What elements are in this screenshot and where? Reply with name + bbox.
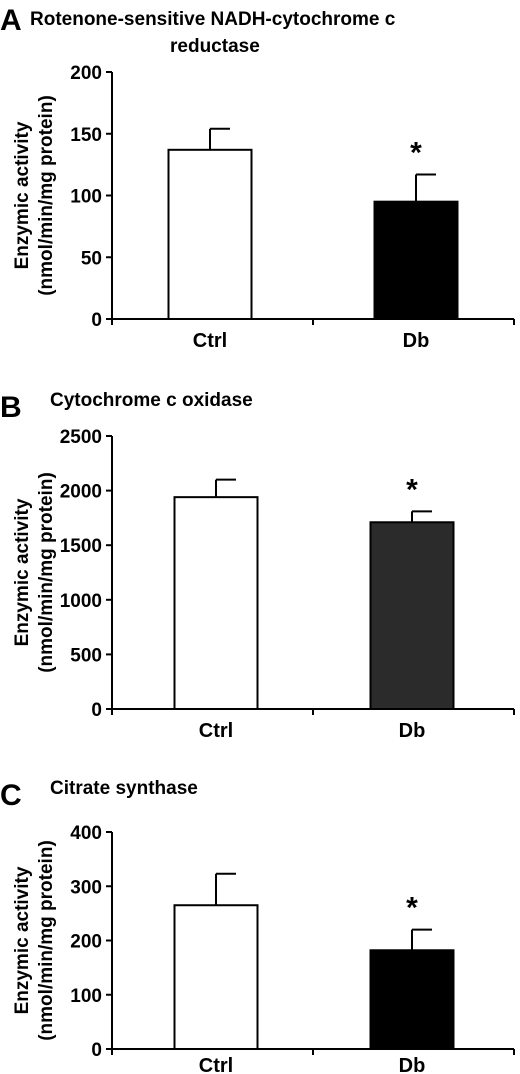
y-tick-label: 2000 [60, 482, 102, 503]
y-tick-label: 100 [70, 187, 102, 208]
y-tick-label: 200 [70, 63, 102, 84]
y-tick-label: 150 [70, 125, 102, 146]
y-tick-label: 0 [91, 700, 102, 721]
panel-letter: A [0, 4, 22, 37]
y-axis-label-line: Enzymic activity [12, 121, 33, 269]
y-axis-label-line: (nmol/min/mg protein) [36, 95, 57, 296]
significance-marker: * [406, 473, 418, 506]
bar-db [373, 200, 459, 320]
significance-marker: * [410, 137, 422, 170]
bar-db [369, 949, 455, 1051]
y-tick-label: 1000 [60, 591, 102, 612]
x-category-label: Db [403, 330, 430, 352]
y-axis-label-line: (nmol/min/mg protein) [36, 840, 57, 1041]
x-category-label: Ctrl [199, 720, 233, 742]
y-axis-label-line: (nmol/min/mg protein) [36, 472, 57, 673]
chart-title-line: Citrate synthase [50, 778, 198, 799]
chart-panel-c: C Citrate synthase Enzymic activity (nmol/m… [0, 778, 515, 1074]
y-axis-label-line: Enzymic activity [12, 866, 33, 1014]
bar-ctrl [167, 148, 253, 320]
chart-panel-b: B Cytochrome c oxidase Enzymic activity (nm… [0, 390, 515, 742]
y-tick-label: 200 [70, 932, 102, 953]
chart-title-line: reductase [170, 36, 260, 57]
bar-ctrl [173, 496, 259, 711]
panel-letter: B [0, 391, 22, 424]
significance-marker: * [406, 892, 418, 925]
y-tick-label: 100 [70, 986, 102, 1007]
chart-title-line: Rotenone-sensitive NADH-cytochrome c [30, 9, 396, 30]
y-tick-label: 400 [70, 823, 102, 844]
y-tick-label: 0 [91, 310, 102, 331]
y-tick-label: 50 [81, 248, 102, 269]
y-tick-label: 500 [70, 645, 102, 666]
y-tick-label: 2500 [60, 427, 102, 448]
x-category-label: Db [399, 1055, 426, 1074]
x-category-label: Ctrl [193, 330, 227, 352]
y-axis-label-line: Enzymic activity [12, 498, 33, 646]
y-tick-label: 0 [91, 1040, 102, 1061]
y-tick-label: 300 [70, 877, 102, 898]
panel-letter: C [0, 779, 22, 812]
x-category-label: Db [399, 720, 426, 742]
chart-panel-a: A Rotenone-sensitive NADH-cytochrome c red… [0, 4, 515, 352]
x-category-label: Ctrl [199, 1055, 233, 1074]
y-tick-label: 1500 [60, 536, 102, 557]
chart-title-line: Cytochrome c oxidase [50, 390, 253, 411]
bar-db [369, 521, 455, 710]
bar-ctrl [173, 904, 259, 1050]
